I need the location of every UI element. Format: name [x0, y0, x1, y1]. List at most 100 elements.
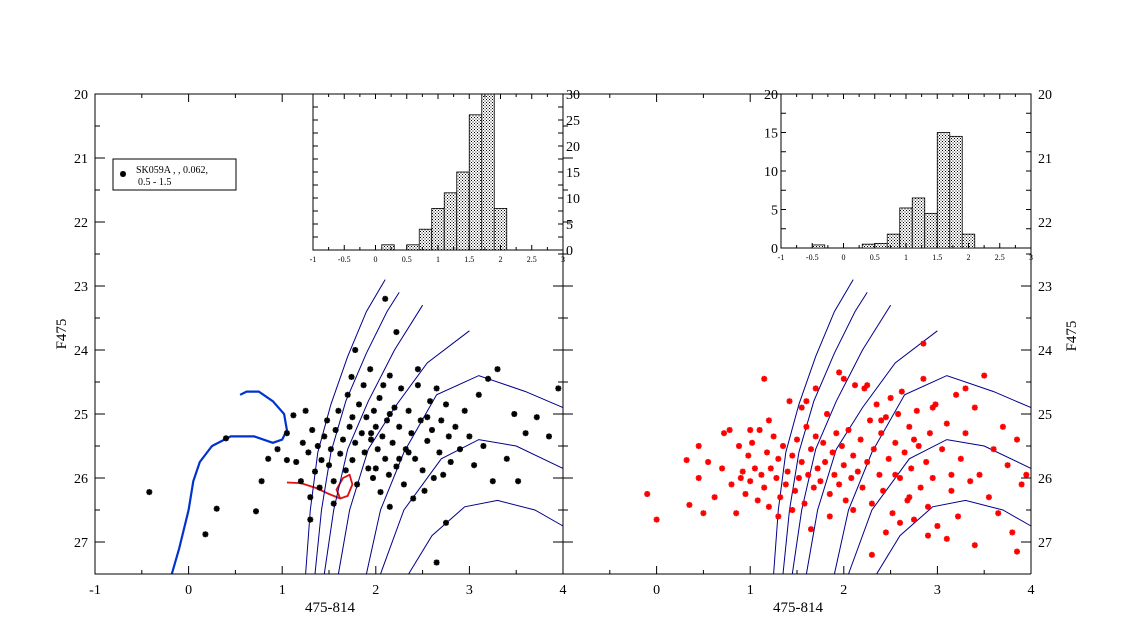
right-cmd-data-point: [761, 375, 768, 382]
right-cmd-data-point: [795, 475, 802, 481]
left-cmd-x-tick-label: 0: [185, 583, 192, 598]
left-cmd-data-point: [396, 455, 403, 462]
left-hist-bar: [431, 207, 445, 251]
left-hist-x-tick-label: 0: [374, 255, 378, 264]
right-cmd-data-point: [848, 475, 855, 481]
right-cmd-y-tick-label: 23: [1038, 280, 1052, 295]
left-cmd-data-point: [330, 478, 337, 485]
left-cmd-data-point: [146, 489, 153, 496]
right-cmd-data-point: [814, 465, 821, 472]
left-hist-y-tick-label: 20: [566, 140, 580, 155]
right-cmd-data-point: [911, 516, 917, 523]
right-cmd-data-point: [836, 481, 843, 488]
right-cmd-data-point: [882, 529, 889, 536]
right-hist-x-tick-label: 2.5: [995, 253, 1005, 262]
right-cmd-data-point: [995, 510, 1002, 517]
right-cmd-data-point: [880, 487, 887, 494]
right-cmd-data-point: [700, 510, 707, 517]
left-cmd-data-point: [424, 414, 431, 421]
right-cmd-data-point: [892, 439, 899, 446]
left-cmd-data-point: [340, 436, 346, 443]
right-cmd-data-point: [733, 510, 740, 517]
right-cmd-data-point: [749, 439, 756, 446]
left-hist-x-tick-label: -0.5: [338, 255, 351, 264]
left-cmd-curve-isochrone-4: [337, 330, 470, 575]
left-cmd-data-point: [374, 446, 381, 453]
right-cmd-y-tick-label: 20: [1038, 88, 1052, 103]
left-cmd-data-point: [368, 436, 375, 443]
right-cmd-data-point: [765, 503, 772, 510]
left-cmd-data-point: [417, 417, 424, 424]
right-cmd-data-point: [840, 375, 847, 382]
right-cmd-data-point: [824, 411, 830, 417]
right-cmd-data-point: [728, 481, 735, 488]
left-cmd-curve-blue-track: [170, 390, 289, 575]
right-cmd-data-point: [1014, 548, 1020, 555]
left-cmd-data-point: [438, 417, 445, 424]
left-cmd-data-point: [386, 372, 393, 379]
left-cmd-data-point: [522, 430, 529, 437]
right-cmd-x-tick-label: 2: [840, 583, 847, 598]
legend-label-line1: SK059A , , 0.062,: [136, 165, 208, 176]
right-cmd-data-point: [850, 507, 857, 513]
left-hist-x-tick-label: 3: [561, 255, 565, 264]
right-cmd-data-point: [758, 471, 765, 478]
left-cmd-data-point: [337, 450, 344, 457]
left-cmd-data-point: [379, 433, 386, 440]
right-cmd-data-point: [801, 500, 808, 507]
right-cmd-data-point: [705, 459, 712, 465]
left-cmd-data-point: [393, 329, 400, 336]
right-cmd-data-point: [745, 452, 752, 459]
left-cmd-data-point: [213, 505, 220, 512]
right-cmd-data-point: [789, 507, 796, 513]
left-cmd-data-point: [389, 439, 396, 446]
left-cmd-y-tick-label: 22: [74, 216, 88, 231]
right-cmd-data-point: [711, 494, 718, 501]
left-cmd-data-point: [354, 481, 361, 488]
right-cmd-data-point: [887, 395, 894, 401]
left-cmd-y-tick-label: 27: [74, 536, 88, 551]
left-cmd-data-point: [386, 411, 393, 417]
left-hist-y-tick-label: 5: [566, 218, 573, 233]
left-cmd-data-point: [393, 463, 400, 470]
left-cmd-data-point: [480, 443, 487, 449]
left-cmd-data-point: [457, 446, 463, 453]
right-cmd-data-point: [906, 494, 913, 501]
left-cmd-data-point: [307, 516, 314, 523]
right-cmd-curve-isochrone-5: [833, 375, 1032, 575]
right-cmd-data-point: [822, 459, 829, 465]
left-hist-bar: [381, 244, 395, 251]
right-hist-x-tick-label: 2: [967, 253, 971, 262]
right-cmd-data-point: [845, 427, 852, 433]
left-cmd-data-point: [414, 382, 421, 389]
left-cmd-data-point: [433, 385, 440, 392]
left-cmd-data-point: [443, 519, 449, 526]
right-cmd-data-point: [923, 459, 930, 465]
left-cmd-x-tick-label: -1: [89, 583, 101, 598]
left-cmd-x-tick-label: 2: [372, 583, 379, 598]
right-cmd-data-point: [981, 372, 988, 379]
right-y-axis-title: F475: [1064, 321, 1080, 352]
left-cmd-data-point: [202, 531, 209, 538]
left-cmd-data-point: [290, 412, 297, 419]
left-cmd-data-point: [429, 427, 435, 433]
right-cmd-data-point: [812, 385, 819, 392]
right-cmd-x-tick-label: 3: [934, 583, 941, 598]
left-cmd-curve-isochrone-1: [305, 279, 386, 575]
left-cmd-data-point: [443, 401, 449, 408]
right-cmd-data-point: [754, 497, 761, 504]
right-cmd-data-point: [792, 487, 799, 494]
right-cmd-data-point: [852, 382, 858, 389]
left-cmd-curve-isochrone-7: [408, 499, 564, 575]
right-cmd-data-point: [773, 475, 780, 481]
right-cmd-data-point: [721, 430, 727, 437]
right-cmd-data-point: [833, 430, 840, 437]
left-cmd-data-point: [370, 475, 376, 481]
right-hist-bar: [861, 243, 876, 249]
right-cmd-data-point: [1009, 529, 1016, 536]
left-cmd-data-point: [412, 455, 419, 462]
right-cmd-data-point: [898, 388, 905, 395]
left-cmd-curve-isochrone-5: [365, 375, 564, 575]
left-hist-x-tick-label: -1: [310, 255, 317, 264]
right-cmd-data-point: [756, 427, 763, 433]
